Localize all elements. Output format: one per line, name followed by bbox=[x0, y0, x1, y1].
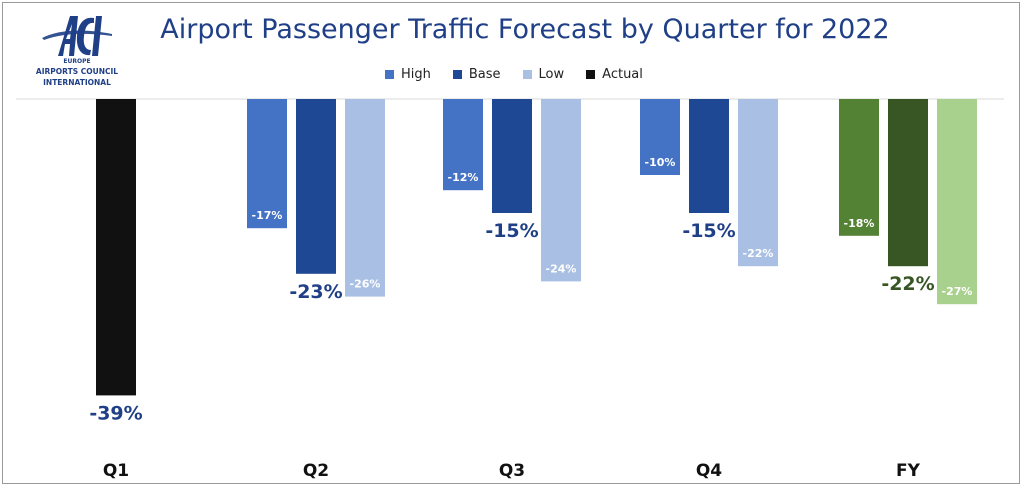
category-label-fy: FY bbox=[896, 461, 921, 481]
category-label-q2: Q2 bbox=[303, 461, 329, 481]
category-label-q1: Q1 bbox=[103, 461, 129, 481]
legend-label-actual: Actual bbox=[602, 66, 643, 82]
data-label-q4-base: -15% bbox=[682, 220, 735, 242]
data-label-q1-actual: -39% bbox=[89, 402, 142, 424]
bar-q4-low bbox=[738, 99, 778, 267]
legend-item-actual: Actual bbox=[586, 67, 643, 82]
legend-label-low: Low bbox=[538, 66, 565, 82]
aci-europe-logo: EUROPE AIRPORTS COUNCIL INTERNATIONAL bbox=[28, 8, 126, 94]
logo-line2-text: INTERNATIONAL bbox=[43, 78, 111, 87]
bar-q1-actual bbox=[96, 99, 136, 396]
legend-label-high: High bbox=[401, 66, 431, 82]
bar-q3-low bbox=[541, 99, 581, 282]
bar-q4-high bbox=[640, 99, 680, 175]
legend-item-base: Base bbox=[452, 66, 501, 82]
legend-label-base: Base bbox=[468, 66, 501, 82]
legend-swatch-actual bbox=[586, 69, 596, 79]
legend-item-low: Low bbox=[522, 66, 565, 82]
chart-legend: High Base Low Actual bbox=[385, 66, 643, 82]
bar-q3-base bbox=[492, 99, 532, 213]
data-label-fy-high: -18% bbox=[844, 217, 875, 230]
data-label-q4-low: -22% bbox=[743, 247, 774, 260]
data-label-q2-base: -23% bbox=[289, 281, 342, 303]
bar-q2-low bbox=[345, 99, 385, 297]
bar-fy-base bbox=[888, 99, 928, 267]
bar-fy-low bbox=[937, 99, 977, 305]
legend-item-high: High bbox=[385, 67, 431, 82]
logo-region-text: EUROPE bbox=[63, 58, 91, 65]
aci-logo-icon bbox=[42, 16, 112, 56]
data-label-q3-low: -24% bbox=[546, 262, 577, 275]
data-label-fy-base: -22% bbox=[881, 273, 934, 295]
bar-q2-high bbox=[247, 99, 287, 229]
bar-fy-high bbox=[839, 99, 879, 236]
legend-swatch-low bbox=[522, 69, 532, 79]
bar-q2-base bbox=[296, 99, 336, 274]
bar-q3-high bbox=[443, 99, 483, 191]
data-label-q4-high: -10% bbox=[645, 156, 676, 169]
data-label-q2-low: -26% bbox=[350, 278, 381, 291]
data-label-fy-low: -27% bbox=[942, 285, 973, 298]
data-label-q2-high: -17% bbox=[252, 209, 283, 222]
category-label-q3: Q3 bbox=[499, 461, 525, 481]
bar-q4-base bbox=[689, 99, 729, 213]
data-label-q3-base: -15% bbox=[485, 220, 538, 242]
legend-swatch-high bbox=[385, 69, 394, 79]
data-label-q3-high: -12% bbox=[448, 171, 479, 184]
category-label-q4: Q4 bbox=[696, 461, 722, 481]
legend-swatch-base bbox=[452, 69, 462, 79]
logo-line1-text: AIRPORTS COUNCIL bbox=[35, 67, 119, 76]
chart-title: Airport Passenger Traffic Forecast by Qu… bbox=[160, 14, 890, 45]
